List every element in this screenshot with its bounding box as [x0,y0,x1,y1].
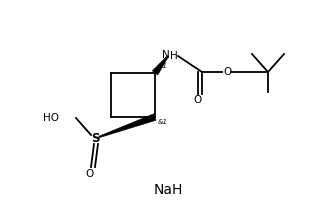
Text: &1: &1 [158,63,168,69]
Text: O: O [193,95,201,105]
Text: N: N [162,50,170,60]
Text: NaH: NaH [153,183,183,197]
Polygon shape [152,56,169,75]
Text: H: H [170,51,178,61]
Text: O: O [85,169,93,179]
Text: &1: &1 [158,119,168,125]
Text: S: S [91,132,99,145]
Text: O: O [223,67,231,77]
Text: HO: HO [43,113,59,123]
Polygon shape [99,114,156,138]
